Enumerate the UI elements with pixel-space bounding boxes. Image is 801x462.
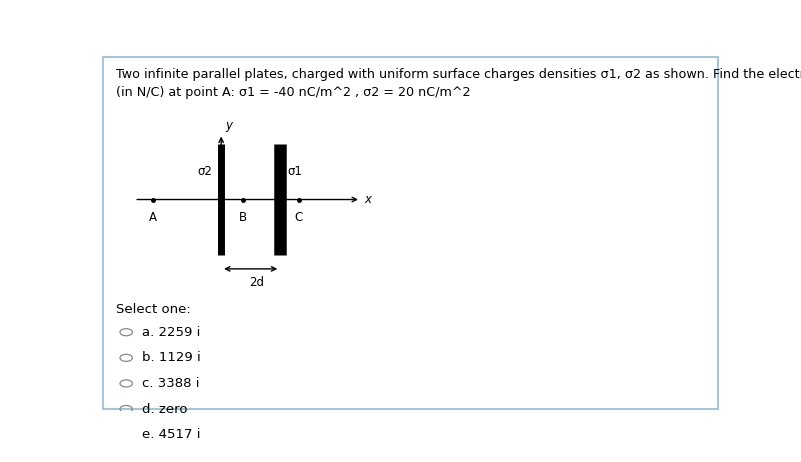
Text: (in N/C) at point A: σ1 = -40 nC/m^2 , σ2 = 20 nC/m^2: (in N/C) at point A: σ1 = -40 nC/m^2 , σ… (115, 85, 470, 99)
Text: B: B (239, 211, 247, 224)
Text: Two infinite parallel plates, charged with uniform surface charges densities σ1,: Two infinite parallel plates, charged wi… (115, 68, 801, 81)
Text: d. zero: d. zero (142, 402, 187, 415)
Text: σ2: σ2 (197, 164, 211, 177)
Text: A: A (149, 211, 157, 224)
Text: σ1: σ1 (288, 164, 303, 177)
Text: c. 3388 i: c. 3388 i (142, 377, 199, 390)
Text: a. 2259 i: a. 2259 i (142, 326, 200, 339)
Text: b. 1129 i: b. 1129 i (142, 351, 200, 365)
Text: Select one:: Select one: (115, 303, 191, 316)
Text: y: y (225, 119, 232, 132)
Text: e. 4517 i: e. 4517 i (142, 428, 200, 441)
Text: 2d: 2d (249, 276, 264, 289)
Text: x: x (364, 193, 372, 206)
Text: C: C (295, 211, 303, 224)
FancyBboxPatch shape (103, 57, 718, 409)
